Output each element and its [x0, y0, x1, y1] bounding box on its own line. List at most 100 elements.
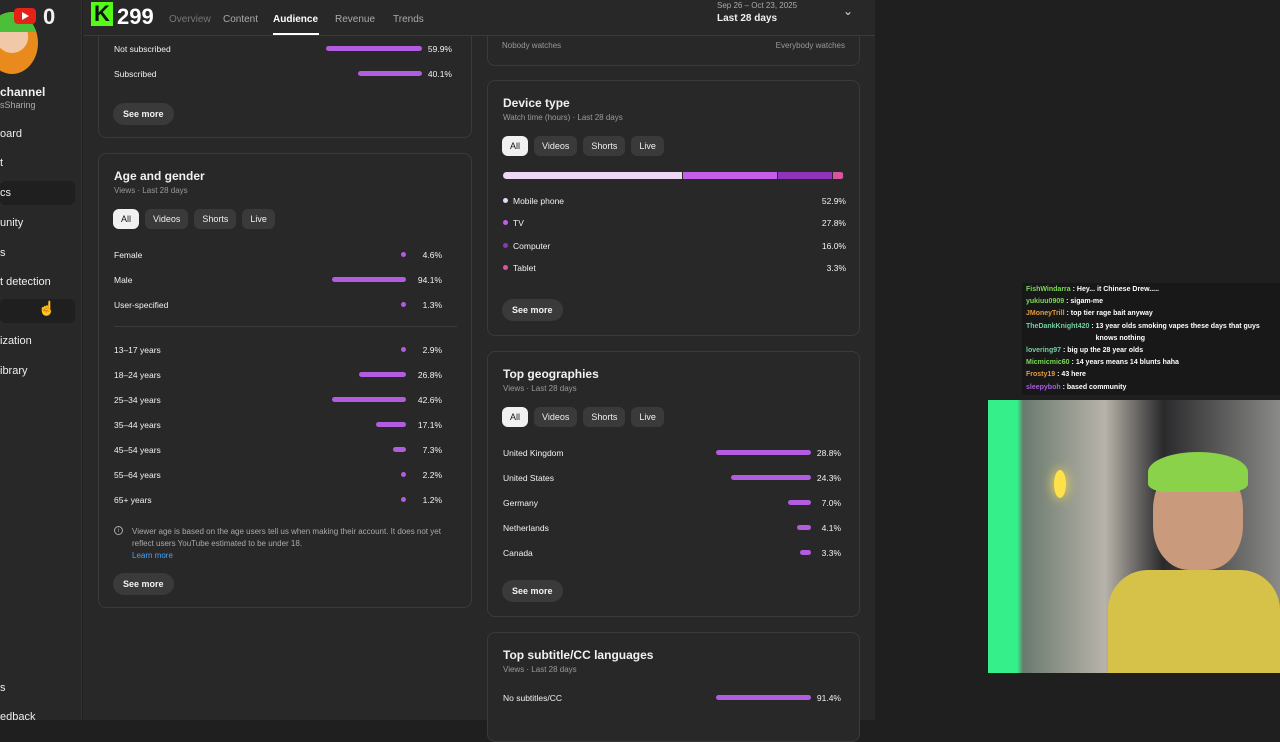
- chat-text: based community: [1066, 383, 1127, 391]
- tab-audience[interactable]: Audience: [273, 14, 319, 25]
- bar-row: Male 94.1%: [114, 273, 464, 287]
- bar-row: Canada 3.3%: [503, 546, 853, 560]
- chat-text: sigam-me: [1070, 298, 1104, 306]
- chip-live[interactable]: Live: [631, 407, 664, 427]
- see-more-button[interactable]: See more: [113, 103, 174, 125]
- kick-logo-icon: K: [91, 2, 113, 26]
- row-label: User-specified: [114, 300, 169, 310]
- chat-text: big up the 28 year olds: [1067, 347, 1144, 355]
- content-type-chips: All Videos Shorts Live: [113, 209, 275, 229]
- bar-row: Not subscribed 59.9%: [114, 42, 464, 56]
- header: K 299 Overview Content Audience Revenue …: [83, 0, 875, 36]
- bar-row: United Kingdom 28.8%: [503, 446, 853, 460]
- age-info-note: i Viewer age is based on the age users t…: [114, 526, 454, 562]
- subscription-card: Not subscribed 59.9% Subscribed 40.1% See m…: [98, 20, 472, 138]
- chip-live[interactable]: Live: [242, 209, 275, 229]
- chip-all[interactable]: All: [113, 209, 140, 229]
- chat-username[interactable]: lovering97: [1026, 345, 1067, 357]
- sidebar: 0 channel sSharing oard t cs unity s t detect…: [0, 0, 82, 723]
- chat-message: sleepybohbased community: [1026, 382, 1276, 394]
- bar-row: User-specified 1.3%: [114, 298, 464, 312]
- stack-segment: [683, 172, 779, 179]
- bar-row: 35–44 years 17.1%: [114, 418, 464, 432]
- row-percent: 1.3%: [422, 300, 442, 310]
- sidebar-item[interactable]: t detection: [0, 276, 51, 288]
- device-stacked-bar: [503, 172, 844, 179]
- chip-shorts[interactable]: Shorts: [194, 209, 237, 229]
- chat-username[interactable]: Frosty19: [1026, 369, 1061, 381]
- row-percent: 7.0%: [821, 498, 841, 508]
- see-more-button[interactable]: See more: [502, 580, 563, 602]
- chat-message: lovering97big up the 28 year olds: [1026, 345, 1276, 357]
- chat-text: 14 years means 14 blunts haha: [1075, 359, 1179, 367]
- sidebar-item[interactable]: t: [0, 157, 4, 169]
- chat-message: FishWindarraHey... it Chinese Drew.....: [1026, 284, 1276, 296]
- row-label: 35–44 years: [114, 420, 161, 430]
- card-subtitle: Views · Last 28 days: [503, 384, 577, 393]
- scale-max-label: Everybody watches: [775, 41, 845, 50]
- row-bar: [357, 71, 422, 76]
- row-bar: [716, 450, 811, 455]
- see-more-button[interactable]: See more: [502, 299, 563, 321]
- chip-all[interactable]: All: [502, 407, 529, 427]
- sidebar-item[interactable]: unity: [0, 217, 24, 229]
- row-bar: [332, 397, 406, 402]
- row-percent: 52.9%: [821, 196, 846, 206]
- sidebar-item[interactable]: cs: [0, 181, 75, 205]
- chat-username[interactable]: yukiuu0909: [1026, 296, 1070, 308]
- tab-content[interactable]: Content: [223, 14, 259, 25]
- chat-message: Frosty1943 here: [1026, 369, 1276, 381]
- chip-videos[interactable]: Videos: [534, 407, 578, 427]
- chip-videos[interactable]: Videos: [145, 209, 189, 229]
- chevron-down-icon[interactable]: ⌄: [843, 4, 854, 18]
- bar-row: Subscribed 40.1%: [114, 67, 464, 81]
- row-label: Mobile phone: [513, 196, 565, 206]
- row-percent: 17.1%: [417, 420, 442, 430]
- chat-username[interactable]: TheDankKnight420: [1026, 321, 1096, 333]
- legend-dot: [503, 198, 508, 203]
- chip-live[interactable]: Live: [631, 136, 664, 156]
- row-bar: [401, 252, 406, 257]
- row-percent: 27.8%: [821, 218, 846, 229]
- chip-all[interactable]: All: [502, 136, 529, 156]
- chip-videos[interactable]: Videos: [534, 136, 578, 156]
- card-title: Top geographies: [503, 367, 599, 381]
- row-percent: 3.3%: [826, 262, 846, 273]
- tab-revenue[interactable]: Revenue: [335, 14, 376, 25]
- row-label: 13–17 years: [114, 345, 161, 355]
- row-percent: 2.2%: [422, 470, 442, 480]
- row-label: Netherlands: [503, 523, 549, 533]
- chat-username[interactable]: sleepyboh: [1026, 382, 1067, 394]
- chat-text: top tier rage bait anyway: [1070, 310, 1153, 318]
- chat-username[interactable]: JMoneyTrill: [1026, 308, 1071, 320]
- sidebar-item[interactable]: ibrary: [0, 365, 28, 377]
- sidebar-item[interactable]: s: [0, 682, 6, 694]
- row-percent: 94.1%: [417, 275, 442, 285]
- row-percent: 40.1%: [427, 69, 452, 79]
- tab-overview[interactable]: Overview: [169, 14, 211, 25]
- bar-row: United States 24.3%: [503, 471, 853, 485]
- tab-trends[interactable]: Trends: [393, 14, 424, 25]
- see-more-button[interactable]: See more: [113, 573, 174, 595]
- learn-more-link[interactable]: Learn more: [132, 551, 173, 560]
- sidebar-item[interactable]: oard: [0, 128, 23, 140]
- info-icon: i: [114, 526, 123, 535]
- card-subtitle: Views · Last 28 days: [114, 186, 188, 195]
- row-label: 65+ years: [114, 495, 152, 505]
- chat-text: 13 year olds smoking vapes these days th…: [1095, 322, 1260, 342]
- legend-dot: [503, 220, 508, 226]
- chat-username[interactable]: Micmicmic60: [1026, 357, 1076, 369]
- chat-username[interactable]: FishWindarra: [1026, 284, 1077, 296]
- date-range[interactable]: Sep 26 – Oct 23, 2025: [717, 1, 798, 10]
- sidebar-item[interactable]: [0, 299, 75, 323]
- chip-shorts[interactable]: Shorts: [583, 136, 626, 156]
- row-percent: 1.2%: [422, 495, 442, 505]
- sidebar-item[interactable]: edback: [0, 711, 36, 723]
- note-text: Viewer age is based on the age users tel…: [132, 527, 441, 548]
- chip-shorts[interactable]: Shorts: [583, 407, 626, 427]
- hand-cursor-icon: ☝: [38, 300, 56, 316]
- sidebar-item[interactable]: ization: [0, 335, 32, 347]
- sidebar-item[interactable]: s: [0, 247, 6, 259]
- bar-row: 65+ years 1.2%: [114, 493, 464, 507]
- period-selector[interactable]: Last 28 days: [717, 13, 778, 24]
